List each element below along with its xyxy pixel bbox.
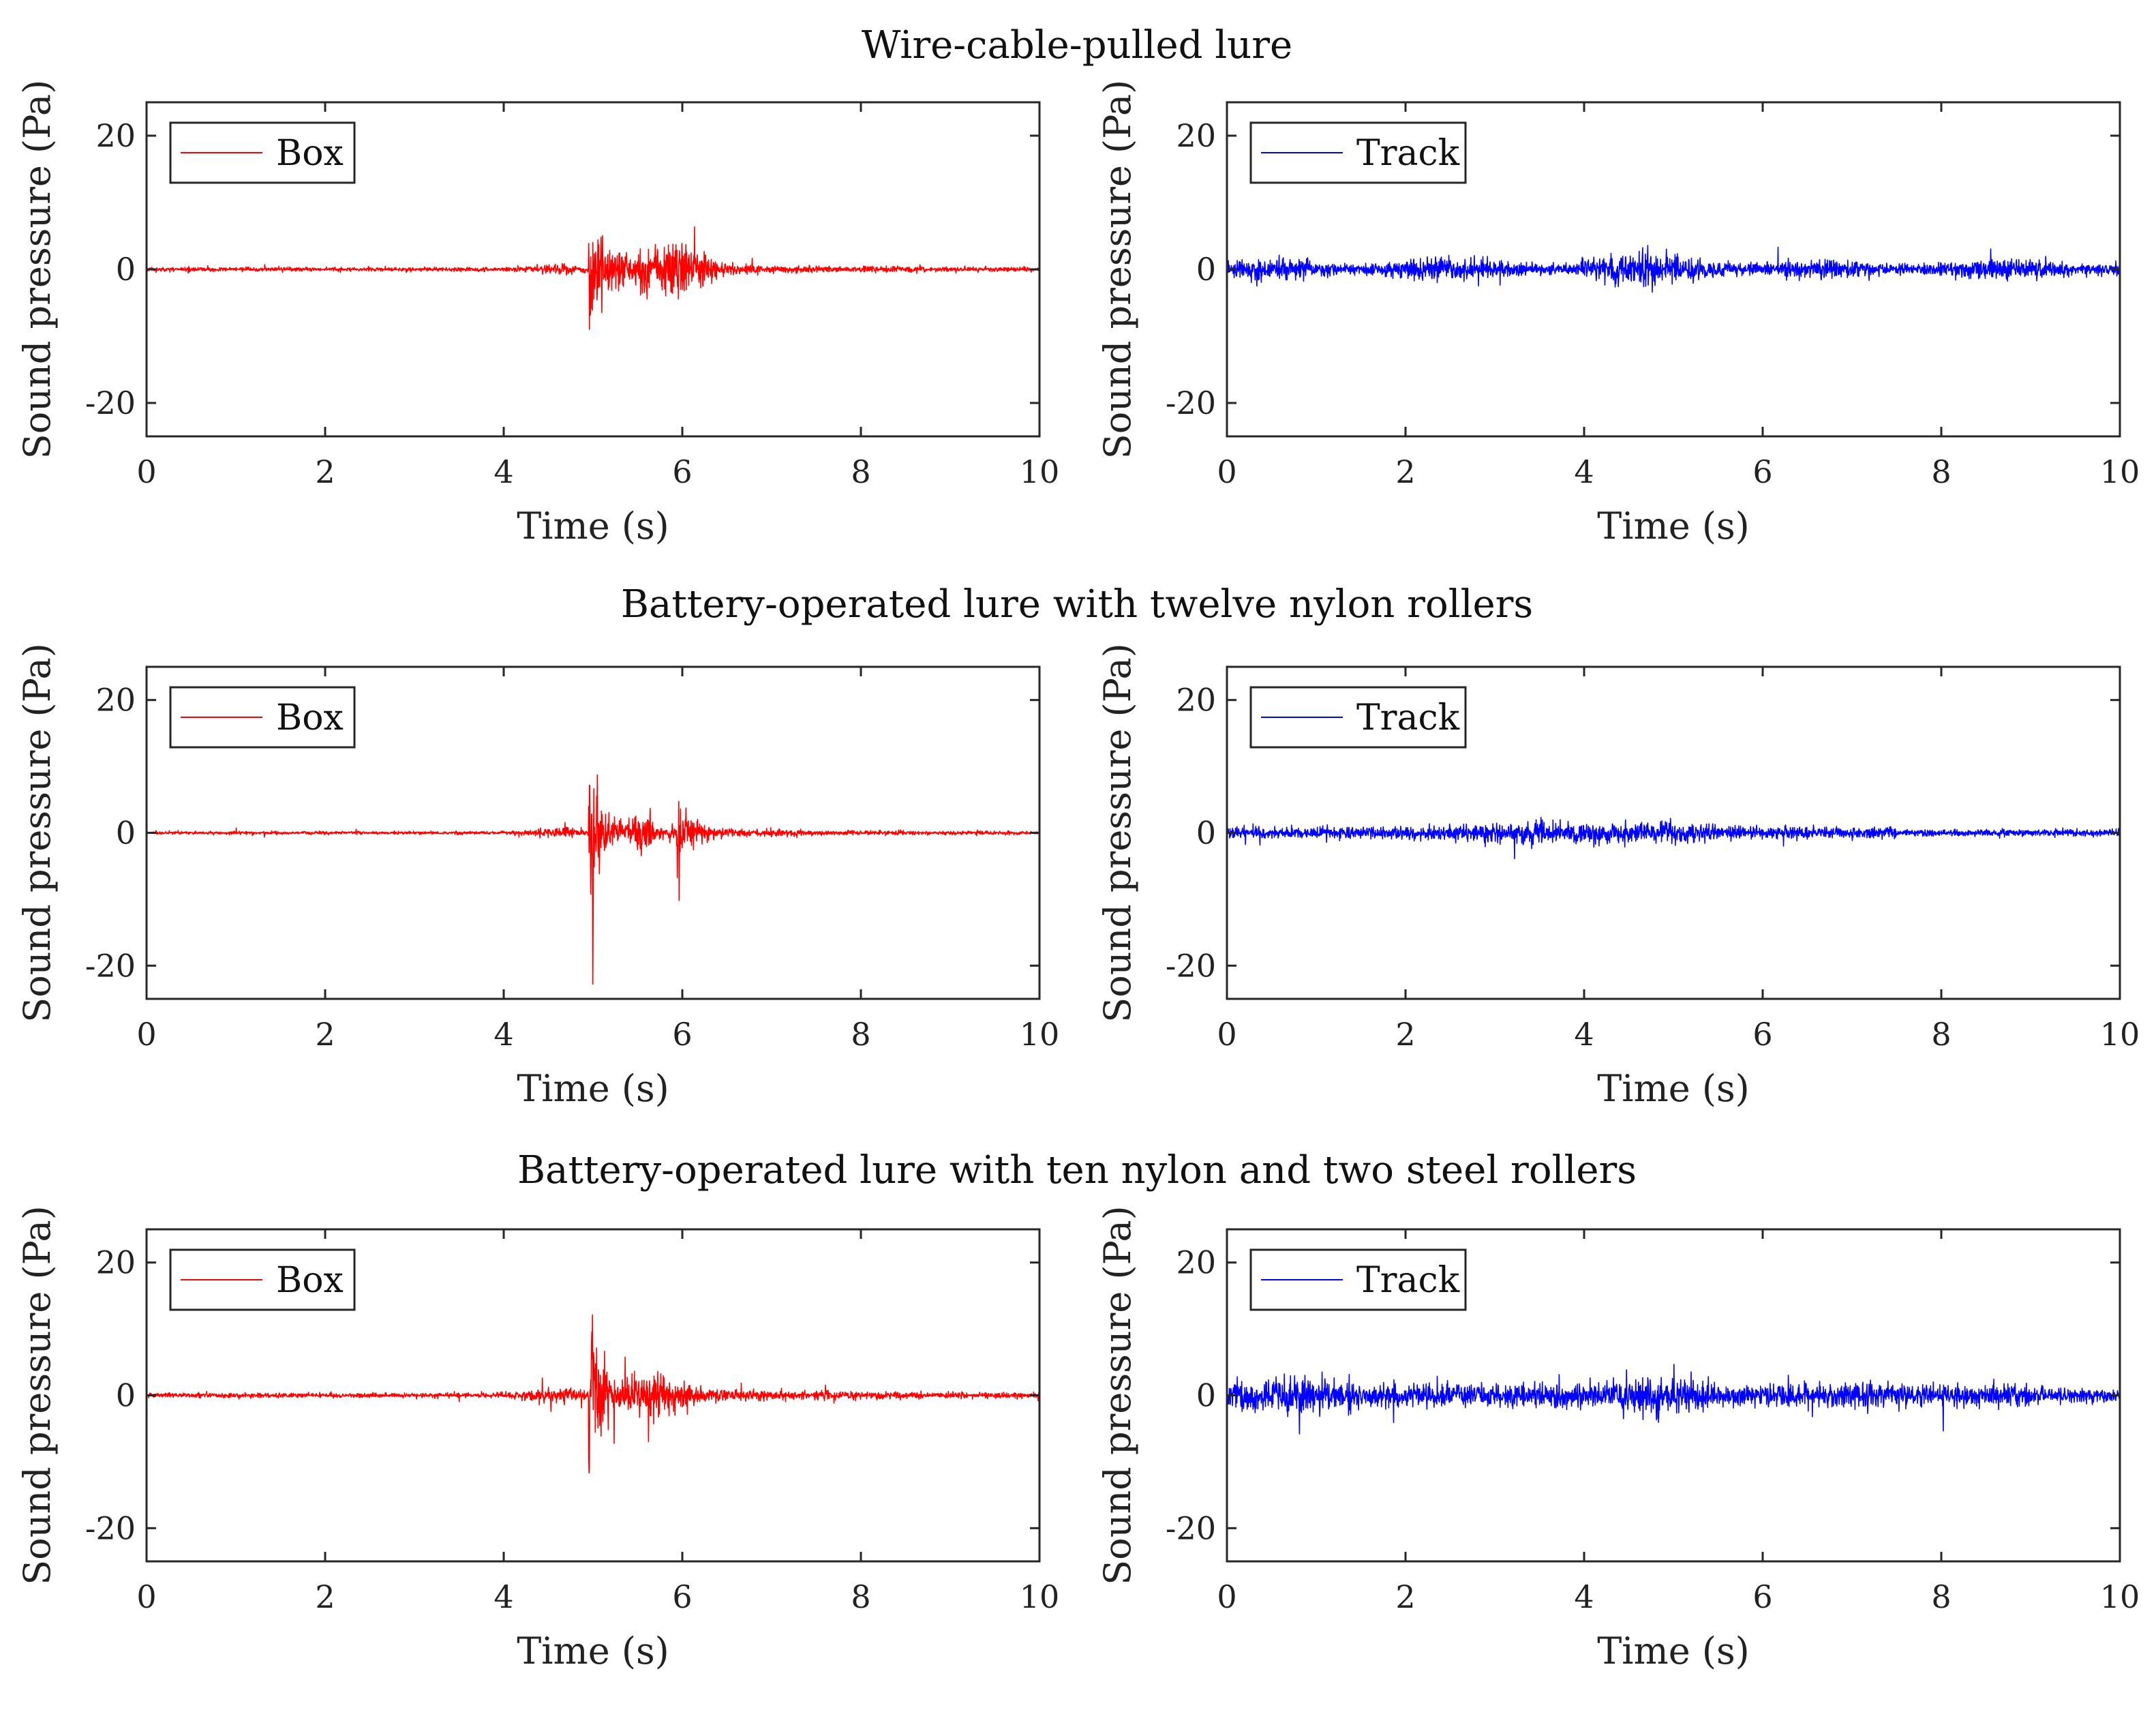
series-line-track (1226, 1364, 2121, 1435)
x-tick-label: 2 (1395, 1578, 1415, 1615)
y-tick-label: 0 (116, 1377, 136, 1414)
x-tick-label: 0 (1217, 453, 1236, 490)
chart-panel-3: Battery-operated lure with twelve nylon … (16, 582, 1533, 1110)
y-tick-label: 20 (95, 682, 136, 719)
y-axis-label: Sound pressure (Pa) (16, 643, 59, 1023)
x-tick-label: 0 (1217, 1578, 1236, 1615)
y-axis-label: Sound pressure (Pa) (16, 1205, 59, 1585)
series-line-box (146, 774, 1040, 985)
legend-label-track: Track (1356, 698, 1460, 738)
y-tick-label: 20 (95, 117, 136, 154)
x-tick-label: 2 (1395, 453, 1415, 490)
x-tick-label: 4 (494, 453, 513, 490)
x-tick-label: 4 (1574, 1016, 1594, 1053)
legend-label-track: Track (1356, 1260, 1460, 1301)
y-tick-label: -20 (85, 947, 136, 984)
x-tick-label: 2 (315, 1016, 335, 1053)
y-tick-label: 20 (1176, 682, 1216, 719)
y-tick-label: -20 (85, 1510, 136, 1546)
series-line-box (146, 1314, 1040, 1474)
x-tick-label: 8 (1931, 453, 1951, 490)
x-tick-label: 4 (494, 1016, 513, 1053)
row-title: Battery-operated lure with twelve nylon … (621, 582, 1533, 627)
x-tick-label: 2 (315, 1578, 335, 1615)
y-tick-label: 0 (1196, 251, 1216, 288)
y-tick-label: 20 (1176, 117, 1216, 154)
y-tick-label: 0 (116, 815, 136, 852)
x-tick-label: 8 (1931, 1016, 1951, 1053)
x-tick-label: 8 (1931, 1578, 1951, 1615)
x-tick-label: 6 (672, 1578, 692, 1615)
legend-label-box: Box (276, 133, 344, 174)
row-title: Wire-cable-pulled lure (862, 23, 1292, 68)
x-tick-label: 8 (851, 1578, 870, 1615)
x-tick-label: 6 (672, 1016, 692, 1053)
x-tick-label: 0 (1217, 1016, 1236, 1053)
x-tick-label: 0 (136, 1578, 156, 1615)
y-axis-label: Sound pressure (Pa) (1096, 80, 1139, 460)
series-line-track (1226, 245, 2121, 293)
row-title: Battery-operated lure with ten nylon and… (517, 1148, 1637, 1192)
x-tick-label: 0 (136, 1016, 156, 1053)
x-tick-label: 10 (1020, 1578, 1060, 1615)
y-tick-label: -20 (1166, 1510, 1216, 1546)
x-tick-label: 2 (1395, 1016, 1415, 1053)
legend-label-box: Box (276, 1260, 344, 1301)
x-tick-label: 6 (1752, 1016, 1772, 1053)
y-tick-label: 20 (1176, 1244, 1216, 1281)
x-tick-label: 4 (494, 1578, 513, 1615)
x-axis-label: Time (s) (517, 505, 669, 548)
x-tick-label: 4 (1574, 453, 1594, 490)
series-line-box (146, 226, 1040, 330)
x-tick-label: 10 (2100, 1578, 2140, 1615)
x-tick-label: 8 (851, 453, 870, 490)
y-tick-label: 0 (1196, 815, 1216, 852)
x-tick-label: 10 (1020, 1016, 1060, 1053)
x-tick-label: 0 (136, 453, 156, 490)
x-axis-label: Time (s) (517, 1067, 669, 1110)
chart-panel-5: Battery-operated lure with ten nylon and… (16, 1148, 1637, 1672)
legend-label-track: Track (1356, 133, 1460, 174)
y-tick-label: 20 (95, 1244, 136, 1281)
y-tick-label: -20 (1166, 947, 1216, 984)
y-tick-label: -20 (85, 385, 136, 421)
x-tick-label: 6 (672, 453, 692, 490)
series-line-track (1226, 817, 2121, 860)
x-tick-label: 8 (851, 1016, 870, 1053)
y-axis-label: Sound pressure (Pa) (1096, 1205, 1139, 1585)
x-tick-label: 10 (2100, 1016, 2140, 1053)
legend-label-box: Box (276, 698, 344, 738)
y-tick-label: -20 (1166, 385, 1216, 421)
x-tick-label: 6 (1752, 453, 1772, 490)
x-axis-label: Time (s) (1597, 505, 1749, 548)
y-axis-label: Sound pressure (Pa) (1096, 643, 1139, 1023)
x-tick-label: 6 (1752, 1578, 1772, 1615)
y-tick-label: 0 (116, 251, 136, 288)
x-axis-label: Time (s) (517, 1630, 669, 1672)
x-tick-label: 10 (1020, 453, 1060, 490)
x-tick-label: 4 (1574, 1578, 1594, 1615)
y-tick-label: 0 (1196, 1377, 1216, 1414)
x-tick-label: 2 (315, 453, 335, 490)
x-axis-label: Time (s) (1597, 1067, 1749, 1110)
y-axis-label: Sound pressure (Pa) (16, 80, 59, 460)
x-tick-label: 10 (2100, 453, 2140, 490)
x-axis-label: Time (s) (1597, 1630, 1749, 1672)
